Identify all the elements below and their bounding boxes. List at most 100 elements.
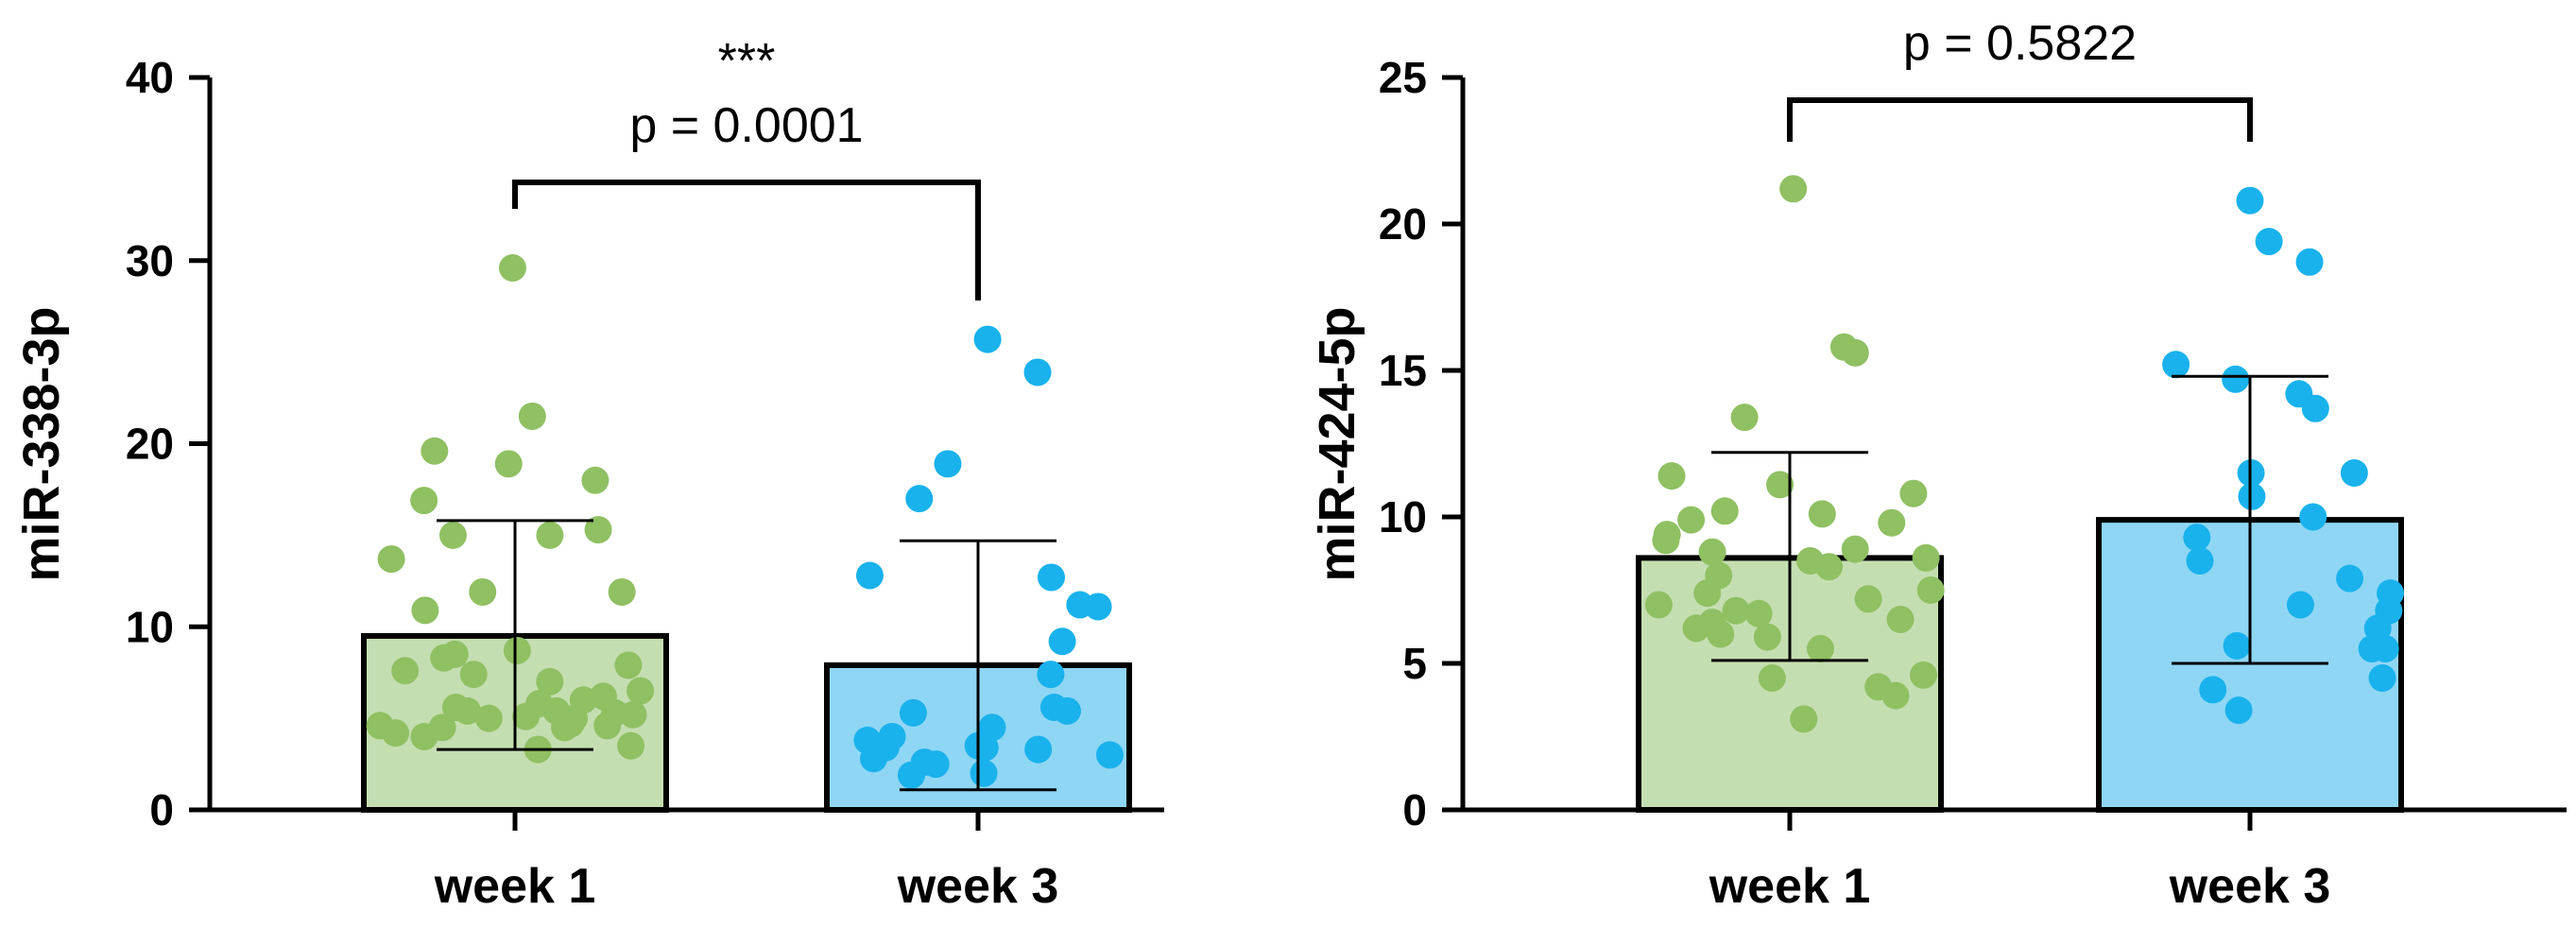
- data-point: [921, 750, 950, 779]
- data-point: [608, 577, 636, 606]
- data-point: [2336, 564, 2364, 593]
- data-point: [855, 561, 884, 590]
- data-point: [2286, 591, 2314, 619]
- data-point: [1677, 506, 1706, 534]
- data-point: [1730, 404, 1759, 432]
- error-bar-week-3: [900, 539, 1056, 792]
- data-point: [536, 667, 564, 696]
- data-point: [1808, 500, 1836, 528]
- x-tick-label: week 3: [897, 859, 1059, 914]
- x-tick-label: week 1: [434, 859, 596, 914]
- significance-bracket: [512, 180, 981, 301]
- data-point: [382, 719, 410, 747]
- data-point: [581, 466, 610, 494]
- data-point: [2224, 696, 2253, 725]
- data-point: [410, 487, 438, 515]
- data-point: [905, 485, 934, 513]
- data-point: [438, 521, 467, 549]
- data-point: [1698, 538, 1726, 566]
- chart-panel-1: 0 10 20 30 40 week 1 week 3 miR-338-3p p = 0.000…: [13, 34, 1164, 914]
- chart-panel-2: 0 5 10 15 20 25 week 1 week 3 miR-424-5p p = 0.58…: [1309, 16, 2567, 914]
- data-point: [1048, 627, 1076, 656]
- data-point: [859, 745, 887, 773]
- data-point: [2183, 524, 2211, 552]
- y-tick-label: 20: [1379, 199, 1427, 249]
- data-point: [1682, 614, 1710, 643]
- data-point: [2340, 459, 2368, 487]
- data-point: [593, 712, 622, 740]
- data-point: [430, 644, 458, 672]
- data-point: [469, 577, 497, 606]
- data-point: [421, 437, 449, 465]
- data-point: [1095, 741, 1124, 769]
- data-point: [1779, 175, 1808, 203]
- data-point: [1037, 563, 1065, 592]
- data-point: [498, 254, 526, 282]
- data-point: [1644, 591, 1673, 619]
- data-point: [1722, 596, 1750, 625]
- data-point: [899, 698, 927, 727]
- data-point: [1744, 599, 1773, 627]
- y-tick-label: 0: [149, 785, 174, 834]
- data-point: [2238, 482, 2266, 510]
- data-point: [1916, 576, 1945, 604]
- data-point: [411, 596, 439, 625]
- y-axis-title: miR-424-5p: [1309, 306, 1365, 581]
- data-point: [410, 723, 438, 750]
- y-tick-label: 40: [126, 53, 174, 102]
- data-point: [1909, 661, 1937, 689]
- data-point: [2223, 631, 2251, 660]
- data-point: [551, 713, 579, 742]
- x-tick-label: week 1: [1709, 859, 1871, 914]
- y-tick-label: 5: [1402, 639, 1427, 688]
- data-point: [1899, 479, 1928, 507]
- data-point: [474, 704, 503, 732]
- data-point: [1878, 508, 1906, 537]
- data-point: [1053, 696, 1081, 725]
- data-point: [1841, 338, 1869, 367]
- significance-bracket: [1787, 97, 2253, 142]
- data-point: [1693, 579, 1722, 608]
- data-point: [454, 696, 482, 725]
- y-tick-label: 10: [1379, 492, 1427, 541]
- data-point: [1707, 620, 1735, 648]
- data-point: [1790, 705, 1818, 733]
- data-point: [1023, 358, 1052, 387]
- data-point: [518, 402, 546, 430]
- data-point: [1037, 661, 1065, 689]
- y-tick-label: 0: [1402, 785, 1427, 834]
- y-tick-label: 25: [1379, 53, 1427, 102]
- data-point: [1758, 664, 1786, 692]
- data-point: [2236, 186, 2264, 215]
- error-bar-week-1: [1711, 451, 1868, 662]
- data-point: [584, 516, 612, 544]
- data-point: [1881, 681, 1910, 710]
- data-point: [2299, 503, 2327, 531]
- data-point: [617, 731, 645, 760]
- data-point: [2295, 248, 2324, 276]
- data-point: [494, 450, 523, 478]
- data-point: [1084, 593, 1112, 621]
- data-point: [503, 636, 531, 664]
- data-point: [614, 651, 643, 679]
- data-point: [1753, 623, 1781, 651]
- p-value-label: p = 0.5822: [1903, 16, 2137, 71]
- data-point: [934, 450, 962, 478]
- x-tick-label: week 3: [2169, 859, 2331, 914]
- data-point: [1024, 735, 1053, 764]
- y-tick-label: 20: [126, 420, 174, 469]
- data-point: [970, 733, 999, 762]
- data-point: [897, 761, 925, 789]
- data-point: [1912, 543, 1940, 572]
- data-point: [2368, 664, 2396, 692]
- data-point: [2358, 635, 2386, 662]
- data-point: [1854, 585, 1882, 613]
- data-point: [2186, 547, 2214, 575]
- data-point: [377, 545, 405, 574]
- data-point: [1814, 553, 1843, 581]
- data-point: [1806, 635, 1834, 662]
- data-point: [2222, 365, 2250, 393]
- data-point: [1657, 462, 1686, 490]
